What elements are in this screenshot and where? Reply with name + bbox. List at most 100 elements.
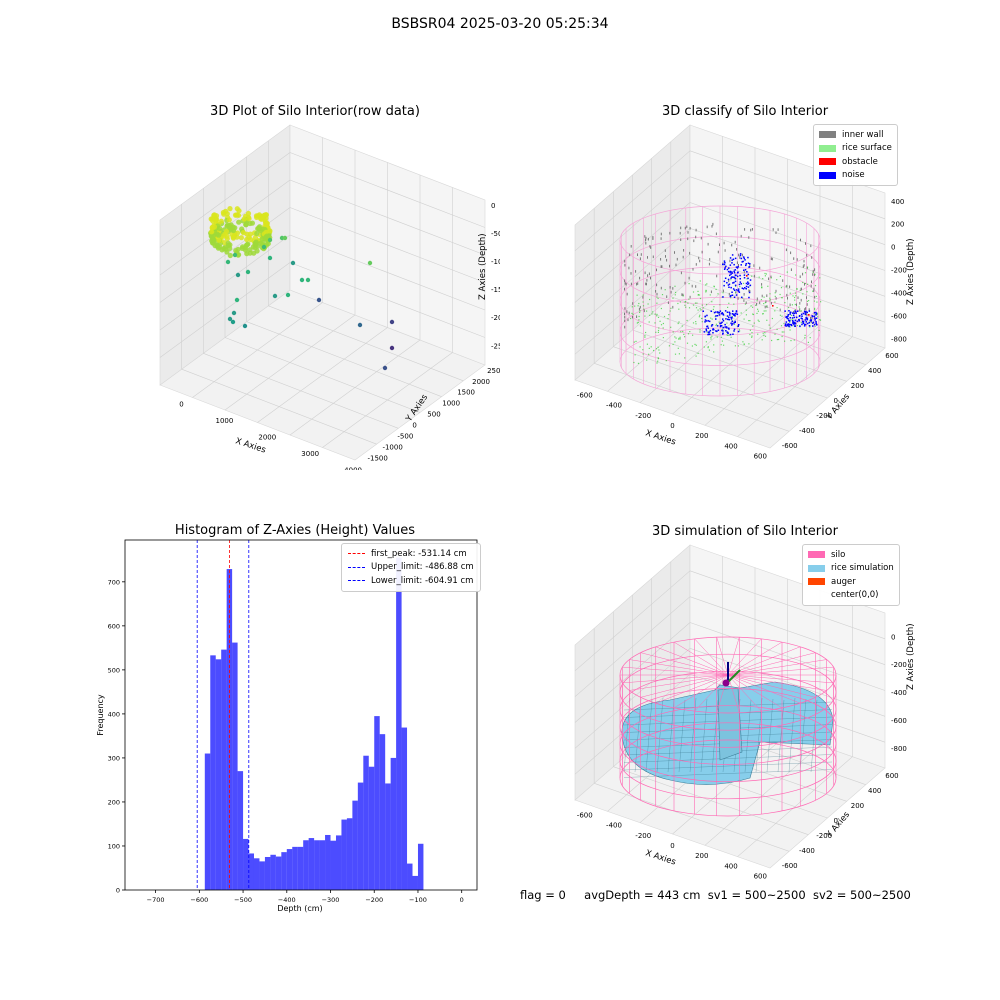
inner-wall-point xyxy=(800,287,802,291)
rice-surface-point xyxy=(737,345,739,347)
legend-auger: auger xyxy=(808,575,894,589)
rice-surface-point xyxy=(642,353,644,355)
noise-point xyxy=(734,315,736,317)
noise-point xyxy=(734,321,736,323)
rice-surface-point xyxy=(742,282,745,284)
raw-y-tick: -1000 xyxy=(382,443,402,451)
rice-surface-point xyxy=(634,305,636,307)
inner-wall-point xyxy=(722,289,724,293)
noise-point xyxy=(786,317,788,320)
rice-surface-point xyxy=(779,293,781,296)
noise-point xyxy=(791,312,794,314)
histogram-chart: −700 −600 −500 −400 −300 −200 −100 0 0 100 200 300 4… xyxy=(96,539,478,913)
inner-wall-point xyxy=(635,270,637,273)
noise-point xyxy=(724,326,726,328)
histogram-bar xyxy=(221,649,227,890)
noise-point xyxy=(801,318,803,320)
histogram-bar xyxy=(379,734,386,890)
noise-point xyxy=(787,315,789,317)
legend-line-red xyxy=(348,553,365,555)
noise-point xyxy=(743,274,746,276)
inner-wall-point xyxy=(664,249,666,252)
noise-point xyxy=(727,332,729,334)
inner-wall-point xyxy=(787,296,788,300)
noise-point xyxy=(747,273,749,276)
inner-wall-point xyxy=(789,285,791,289)
rice-surface-point xyxy=(762,332,764,334)
inner-wall-point xyxy=(628,311,630,315)
rice-surface-point xyxy=(752,325,754,327)
rice-surface-point xyxy=(780,325,783,327)
noise-point xyxy=(794,325,796,327)
rice-surface-point xyxy=(814,273,816,275)
rice-surface-point xyxy=(697,309,699,311)
inner-wall-point xyxy=(770,301,772,305)
rice-surface-point xyxy=(675,337,677,339)
inner-wall-point xyxy=(786,284,788,288)
noise-point xyxy=(742,288,745,290)
noise-point xyxy=(808,325,811,327)
inner-wall-point xyxy=(748,289,750,292)
noise-point xyxy=(702,310,704,312)
noise-point xyxy=(731,272,733,274)
inner-wall-point xyxy=(802,272,804,276)
cls-y-tick: 400 xyxy=(868,367,881,375)
noise-point xyxy=(784,310,786,312)
noise-point xyxy=(747,282,750,285)
rice-surface-point xyxy=(789,321,791,323)
inner-wall-point xyxy=(743,299,745,302)
noise-point xyxy=(707,327,709,329)
cls-x-tick: 200 xyxy=(695,432,708,440)
noise-point xyxy=(732,310,734,312)
rice-surface-point xyxy=(670,326,672,328)
rice-surface-point xyxy=(785,285,787,287)
noise-point xyxy=(738,291,741,293)
noise-point xyxy=(727,284,730,286)
inner-wall-point xyxy=(712,222,714,226)
inner-wall-point xyxy=(790,268,792,271)
inner-wall-point xyxy=(632,302,634,305)
inner-wall-point xyxy=(624,312,625,316)
rice-surface-point xyxy=(790,314,792,316)
noise-point xyxy=(741,287,744,289)
noise-point xyxy=(804,323,807,326)
inner-wall-point xyxy=(672,305,674,309)
inner-wall-point xyxy=(669,264,670,268)
histogram-bar xyxy=(368,766,375,890)
rice-surface-point xyxy=(794,299,796,301)
obstacle-point xyxy=(808,314,810,316)
noise-point xyxy=(747,256,749,259)
raw-z-label: Z Axies (Depth) xyxy=(478,233,488,300)
inner-wall-point xyxy=(811,280,812,284)
histogram-bar xyxy=(275,856,282,890)
rice-surface-point xyxy=(723,344,725,346)
rice-surface-point xyxy=(740,312,742,314)
inner-wall-point xyxy=(638,307,640,311)
rice-surface-point xyxy=(672,297,674,299)
rice-surface-point xyxy=(637,362,640,364)
cls-x-tick: 0 xyxy=(670,422,674,430)
rice-surface-point xyxy=(687,333,690,335)
noise-point xyxy=(720,325,723,327)
rice-surface-point xyxy=(656,362,658,364)
silo-spoke xyxy=(727,674,827,691)
inner-wall-point xyxy=(734,240,736,244)
noise-point xyxy=(719,324,722,327)
inner-wall-point xyxy=(797,296,799,299)
rice-surface-point xyxy=(806,291,808,293)
legend-label: center(0,0) xyxy=(831,590,879,601)
noise-point xyxy=(723,268,726,270)
noise-point xyxy=(813,311,816,314)
inner-wall-point xyxy=(772,228,774,231)
noise-point xyxy=(723,260,726,262)
noise-point xyxy=(729,270,732,273)
legend-label: auger xyxy=(831,576,856,587)
rice-surface-point xyxy=(672,343,674,345)
inner-wall-point xyxy=(736,248,738,251)
inner-wall-point xyxy=(683,249,685,252)
legend-patch-orange xyxy=(808,578,825,586)
x-tick-label: −200 xyxy=(365,896,383,904)
raw-z-tick: -1000 xyxy=(491,258,500,266)
rice-surface-point xyxy=(642,349,644,351)
cls-y-tick: 0 xyxy=(834,397,838,405)
